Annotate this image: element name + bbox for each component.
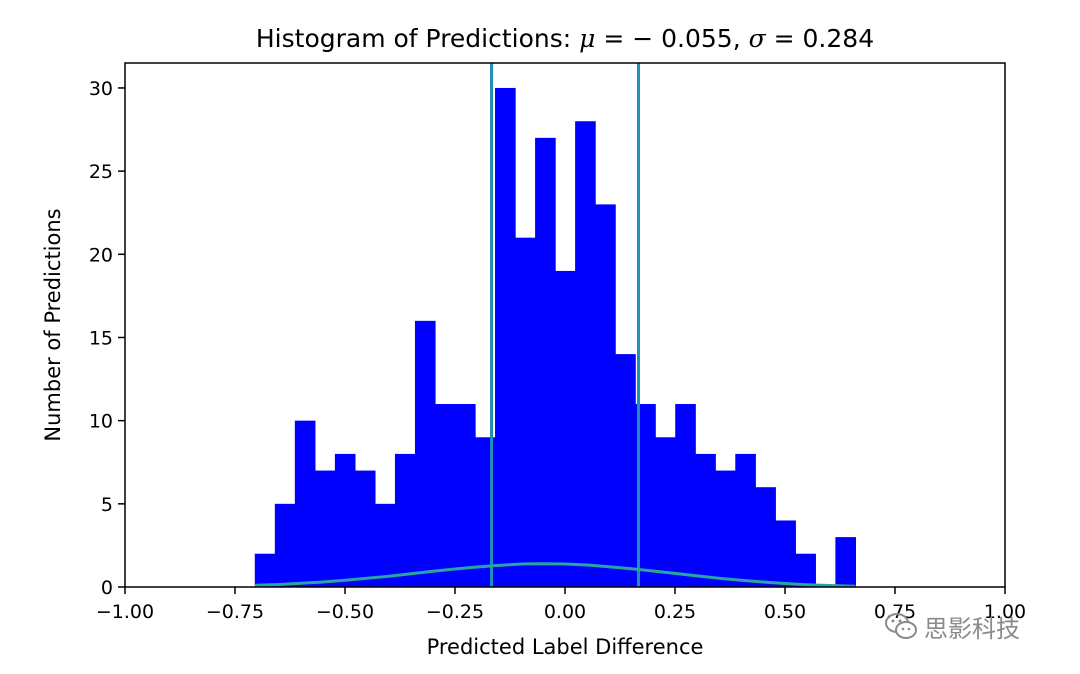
histogram-bar [414, 320, 436, 587]
y-tick-label: 0 [101, 577, 113, 599]
histogram-bar [294, 420, 316, 587]
wechat-icon [885, 613, 917, 639]
histogram-bar [715, 470, 736, 587]
x-axis-title: Predicted Label Difference [427, 635, 704, 659]
watermark: 思影科技 [884, 606, 1020, 646]
chart-title: Histogram of Predictions: μ = − 0.055, σ… [256, 24, 874, 53]
histogram-bar [615, 354, 636, 587]
histogram-bar [274, 503, 296, 587]
histogram-bar [254, 553, 276, 587]
histogram-bar [535, 137, 556, 587]
histogram-bar [775, 520, 796, 587]
histogram-bar [334, 453, 356, 587]
y-axis-title: Number of Predictions [41, 208, 65, 441]
std-lines [490, 63, 640, 587]
histogram-bar [675, 404, 696, 587]
x-tick-label: −0.75 [206, 601, 264, 623]
histogram-bar [695, 453, 716, 587]
histogram-bar [655, 437, 676, 587]
x-tick-label: 0.25 [654, 601, 696, 623]
histogram-bar [434, 404, 456, 587]
histogram-bar [354, 470, 376, 587]
histogram-bars [254, 87, 856, 587]
y-tick-label: 30 [89, 78, 113, 100]
histogram-bar [755, 487, 776, 587]
histogram-bar [835, 537, 856, 587]
histogram-bar [515, 237, 536, 587]
histogram-bar [575, 121, 596, 587]
y-tick-label: 20 [89, 244, 113, 266]
x-tick-label: 1.00 [984, 601, 1026, 623]
x-tick-label: −1.00 [96, 601, 154, 623]
y-tick-label: 5 [101, 494, 113, 516]
y-axis-ticks: 0 5 10 15 20 25 30 [89, 78, 125, 599]
histogram-bar [495, 87, 516, 587]
histogram-bar [555, 270, 576, 587]
histogram-bar [735, 453, 756, 587]
normal-curve [254, 562, 856, 588]
histogram-bar [394, 453, 416, 587]
x-tick-label: 0.50 [764, 601, 806, 623]
histogram-bar [635, 404, 656, 587]
histogram-bar [314, 470, 336, 587]
histogram-bar [374, 503, 396, 587]
y-tick-label: 10 [89, 411, 113, 433]
watermark-text: 思影科技 [924, 614, 1020, 643]
x-tick-label: 0.00 [544, 601, 586, 623]
histogram-bar [595, 204, 616, 587]
y-tick-label: 25 [89, 161, 113, 183]
histogram-bar [455, 404, 476, 587]
x-tick-label: −0.50 [316, 601, 374, 623]
histogram-bar [795, 553, 816, 587]
x-tick-label: −0.25 [426, 601, 484, 623]
y-tick-label: 15 [89, 327, 113, 349]
